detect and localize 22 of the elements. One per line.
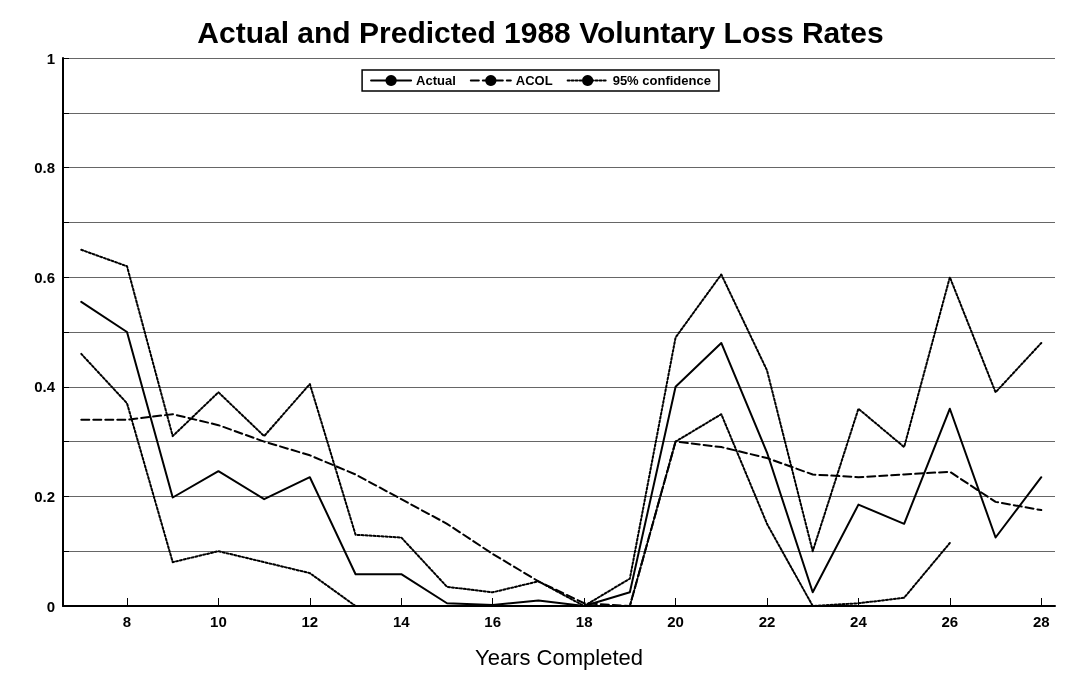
y-tick-label: 1 [46, 49, 55, 67]
y-tick-label: 0 [46, 597, 55, 615]
x-tick-label: 26 [941, 613, 959, 630]
y-tick-label: 0.8 [34, 159, 55, 177]
legend-label: 95% confidence [612, 73, 711, 88]
x-tick-label: 8 [122, 613, 132, 630]
x-tick-label: 12 [301, 613, 319, 630]
x-tick-label: 14 [392, 613, 411, 630]
x-tick-label: 24 [850, 613, 868, 630]
x-tick-label: 28 [1032, 613, 1050, 630]
x-tick-label: 10 [210, 613, 227, 630]
x-tick-label: 18 [575, 613, 593, 630]
x-tick-label: 20 [667, 613, 684, 630]
chart-title: Actual and Predicted 1988 Voluntary Loss Rates [197, 15, 884, 49]
y-tick-label: 0.4 [34, 378, 56, 396]
y-tick-label: 0.2 [34, 487, 55, 505]
legend-label: ACOL [515, 73, 553, 88]
legend-label: Actual [416, 73, 456, 88]
x-axis-title: Years Completed [475, 644, 643, 670]
x-tick-label: 16 [484, 613, 502, 630]
y-tick-label: 0.6 [34, 268, 55, 286]
x-tick-label: 22 [758, 613, 776, 630]
